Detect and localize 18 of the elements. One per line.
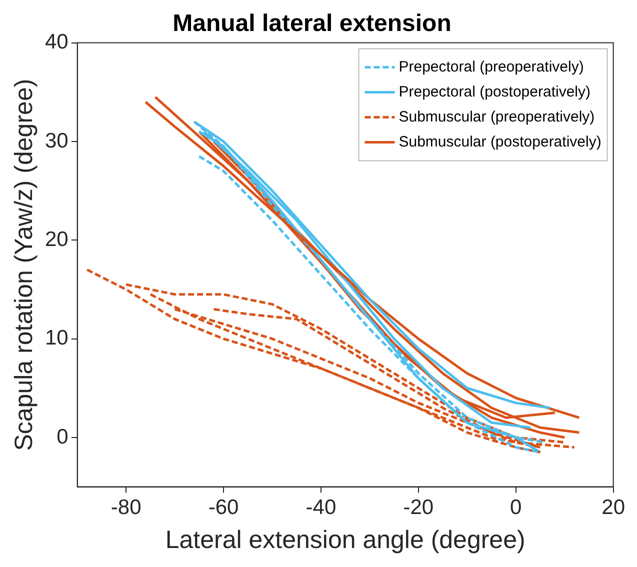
chart-title: Manual lateral extension (172, 10, 452, 38)
legend-label: Submuscular (preoperatively) (398, 108, 595, 126)
legend-label: Prepectoral (postoperatively) (398, 83, 590, 100)
x-tick-label: -40 (306, 496, 336, 520)
x-tick-label: -60 (208, 496, 239, 520)
x-tick-label: -20 (403, 496, 434, 520)
y-tick-label: 30 (45, 129, 68, 152)
x-tick-label: -80 (110, 496, 142, 520)
y-tick-label: 0 (56, 425, 68, 448)
x-tick-label: 0 (510, 496, 522, 520)
x-axis-title: Lateral extension angle (degree) (165, 526, 526, 554)
y-axis-title: Scapula rotation (Yaw/z) (degree) (10, 78, 38, 451)
y-tick-label: 20 (45, 228, 68, 251)
y-tick-label: 10 (45, 326, 68, 350)
legend-label: Prepectoral (preoperatively) (398, 58, 584, 76)
x-tick-label: 20 (602, 496, 625, 520)
y-tick-label: 40 (45, 30, 68, 54)
legend-label: Submuscular (postoperatively) (398, 133, 602, 150)
